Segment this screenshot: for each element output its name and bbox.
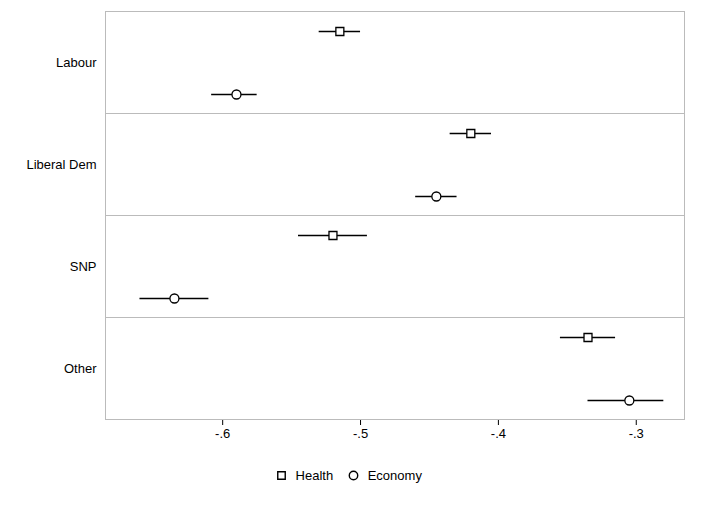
svg-text:Labour: Labour [56,55,97,70]
html-text:Health: Health [295,468,334,483]
svg-text:-.5: -.5 [353,426,368,441]
svg-text:Liberal Dem: Liberal Dem [26,157,96,172]
svg-text:-.4: -.4 [491,426,506,441]
svg-text:Other: Other [64,361,97,376]
svg-text:SNP: SNP [70,259,97,274]
svg-text:-.3: -.3 [629,426,644,441]
svg-text:-.6: -.6 [215,426,230,441]
html-text:Economy: Economy [367,468,422,483]
